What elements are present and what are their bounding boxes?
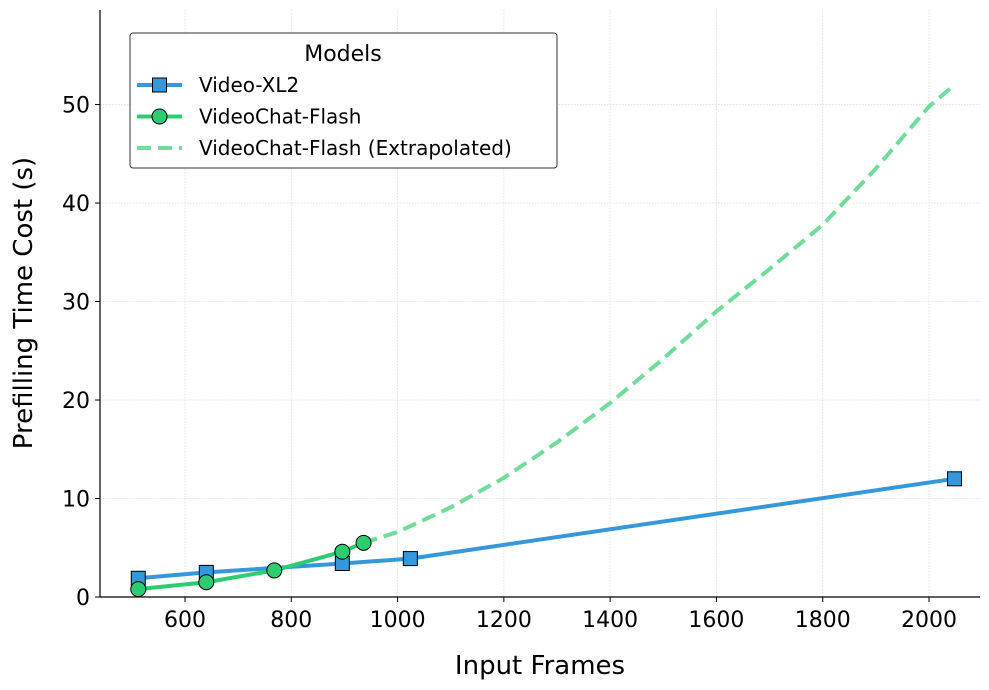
series-line-2 — [362, 83, 956, 545]
legend-square-marker — [152, 77, 167, 93]
x-tick-label: 600 — [164, 608, 206, 633]
legend-title: Models — [304, 42, 382, 67]
y-tick-label: 50 — [62, 94, 90, 119]
data-point-circle — [130, 581, 147, 598]
x-tick-label: 1800 — [795, 608, 851, 633]
data-point-circle — [334, 543, 351, 560]
x-axis-label: Input Frames — [455, 651, 625, 681]
y-tick-label: 10 — [62, 488, 90, 513]
y-axis-label: Prefilling Time Cost (s) — [9, 157, 39, 449]
legend-circle-marker — [151, 108, 168, 125]
y-tick-label: 30 — [62, 291, 90, 316]
legend-box — [129, 32, 558, 169]
y-tick-label: 0 — [76, 586, 90, 611]
data-point-circle — [355, 534, 372, 551]
data-point-square — [402, 551, 418, 567]
x-tick-label: 800 — [270, 608, 312, 633]
x-tick-label: 2000 — [901, 608, 957, 633]
series-line-0 — [138, 476, 955, 581]
legend-label: VideoChat-Flash — [199, 105, 361, 129]
x-tick-label: 1200 — [476, 608, 532, 633]
data-point-square — [946, 471, 962, 487]
y-ticks: 0 10 20 30 40 50 — [62, 94, 100, 611]
legend-label: VideoChat-Flash (Extrapolated) — [199, 136, 512, 160]
data-point-circle — [266, 562, 283, 579]
x-tick-label: 1400 — [582, 608, 638, 633]
data-point-circle — [198, 574, 215, 591]
x-tick-label: 1000 — [370, 608, 426, 633]
legend: Models Video-XL2 VideoChat-Flash VideoChat… — [129, 32, 558, 169]
legend-label: Video-XL2 — [199, 73, 299, 97]
y-tick-label: 40 — [62, 192, 90, 217]
y-tick-label: 20 — [62, 389, 90, 414]
x-tick-label: 1600 — [688, 608, 744, 633]
series-layer — [130, 83, 962, 598]
x-ticks: 600 800 1000 1200 1400 1600 1800 2000 — [164, 597, 957, 633]
